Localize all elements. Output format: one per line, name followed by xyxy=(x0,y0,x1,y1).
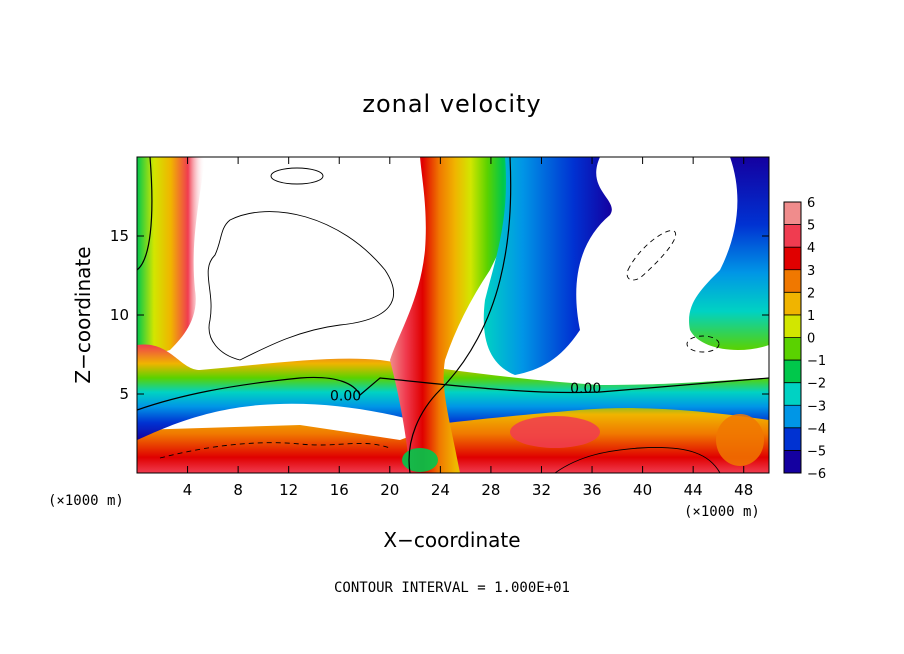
colorbar-label: 2 xyxy=(807,286,815,301)
y-tick-label: 5 xyxy=(119,385,129,403)
x-tick-label: 48 xyxy=(734,481,753,499)
x-axis: 4 8 12 16 20 24 28 32 36 40 44 48 xyxy=(183,157,753,499)
colorbar-label: −6 xyxy=(807,467,826,482)
colorbar-label: −5 xyxy=(807,444,826,459)
contour-label: 0.00 xyxy=(330,389,361,405)
chart-title: zonal velocity xyxy=(362,90,541,118)
colorbar-swatch xyxy=(784,314,801,338)
heatmap-field xyxy=(137,157,769,473)
colorbar-swatch xyxy=(784,292,801,316)
colorbar-label: 3 xyxy=(807,264,815,279)
colorbar: 6 5 4 3 2 1 0 −1 −2 −3 −4 −5 −6 xyxy=(783,196,826,482)
colorbar-label: 0 xyxy=(807,332,815,347)
y-axis-label: Z−coordinate xyxy=(71,246,95,383)
colorbar-swatch xyxy=(784,224,801,248)
contour-labels: 0.00 0.00 xyxy=(330,381,601,405)
colorbar-swatch xyxy=(784,202,801,226)
x-tick-label: 28 xyxy=(481,481,500,499)
x-unit-left: (×1000 m) xyxy=(48,493,124,509)
contour-label: 0.00 xyxy=(570,381,601,397)
colorbar-label: −2 xyxy=(807,377,826,392)
colorbar-label: −4 xyxy=(807,422,826,437)
colorbar-label: 1 xyxy=(807,309,815,324)
colorbar-swatch xyxy=(784,269,801,293)
colorbar-label: −3 xyxy=(807,399,826,414)
x-unit-right: (×1000 m) xyxy=(684,504,760,520)
x-tick-label: 40 xyxy=(633,481,652,499)
y-tick-label: 10 xyxy=(110,306,129,324)
colorbar-swatch xyxy=(784,427,801,451)
x-axis-label: X−coordinate xyxy=(383,528,520,552)
colorbar-swatch xyxy=(784,337,801,361)
x-tick-label: 4 xyxy=(183,481,193,499)
x-tick-label: 16 xyxy=(330,481,349,499)
x-tick-label: 20 xyxy=(380,481,399,499)
y-tick-label: 15 xyxy=(110,227,129,245)
colorbar-label: 5 xyxy=(807,219,815,234)
x-tick-label: 24 xyxy=(431,481,450,499)
colorbar-label: −1 xyxy=(807,354,826,369)
x-tick-label: 36 xyxy=(582,481,601,499)
colorbar-swatch xyxy=(784,405,801,429)
colorbar-label: 4 xyxy=(807,241,815,256)
x-tick-label: 8 xyxy=(233,481,243,499)
colorbar-swatch xyxy=(784,382,801,406)
contour-interval-note: CONTOUR INTERVAL = 1.000E+01 xyxy=(334,580,570,596)
colorbar-swatch xyxy=(784,360,801,384)
colorbar-swatch xyxy=(784,247,801,271)
y-axis: 5 10 15 xyxy=(110,227,769,403)
colorbar-label: 6 xyxy=(807,196,815,211)
x-tick-label: 32 xyxy=(532,481,551,499)
colorbar-swatch xyxy=(784,450,801,474)
x-tick-label: 12 xyxy=(279,481,298,499)
x-tick-label: 44 xyxy=(684,481,703,499)
